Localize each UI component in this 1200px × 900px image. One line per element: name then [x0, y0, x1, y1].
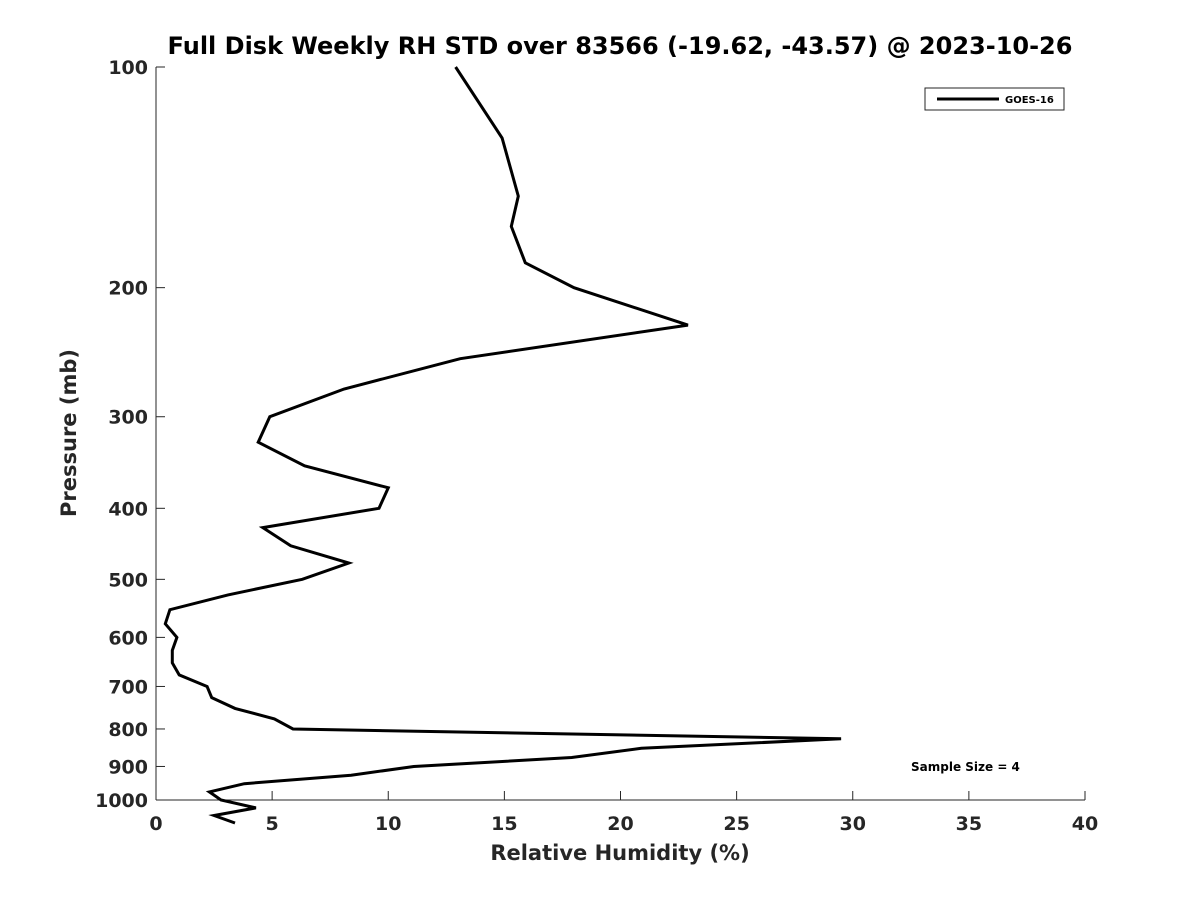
- x-axis-label: Relative Humidity (%): [490, 841, 749, 865]
- y-tick-label: 300: [108, 407, 148, 429]
- y-tick-label: 100: [108, 57, 148, 79]
- y-tick-label: 600: [108, 627, 148, 649]
- x-tick-label: 30: [840, 813, 866, 835]
- y-tick-label: 900: [108, 756, 148, 778]
- y-tick-label: 800: [108, 719, 148, 741]
- x-tick-label: 0: [149, 813, 162, 835]
- x-tick-label: 5: [266, 813, 279, 835]
- y-tick-label: 500: [108, 569, 148, 591]
- sample-size-annotation: Sample Size = 4: [911, 760, 1020, 774]
- chart-title: Full Disk Weekly RH STD over 83566 (-19.…: [168, 32, 1073, 60]
- x-ticks: 0 5 10 15 20 25 30 35 40: [149, 791, 1098, 835]
- x-tick-label: 40: [1072, 813, 1098, 835]
- x-tick-label: 20: [607, 813, 633, 835]
- y-tick-label: 200: [108, 278, 148, 300]
- series-line-goes16: [163, 66, 842, 825]
- x-tick-label: 35: [956, 813, 982, 835]
- y-tick-label: 400: [108, 498, 148, 520]
- y-axis-label: Pressure (mb): [57, 349, 81, 517]
- x-tick-label: 15: [491, 813, 517, 835]
- x-tick-label: 25: [723, 813, 749, 835]
- y-tick-label: 700: [108, 676, 148, 698]
- x-tick-label: 10: [375, 813, 401, 835]
- series-group: [163, 66, 842, 825]
- legend: GOES-16: [924, 87, 1065, 111]
- legend-label-goes16: GOES-16: [1005, 95, 1054, 106]
- y-tick-label: 1000: [95, 790, 148, 812]
- y-ticks: 100 200 300 400 500 600 700 800 900 1000: [95, 57, 165, 812]
